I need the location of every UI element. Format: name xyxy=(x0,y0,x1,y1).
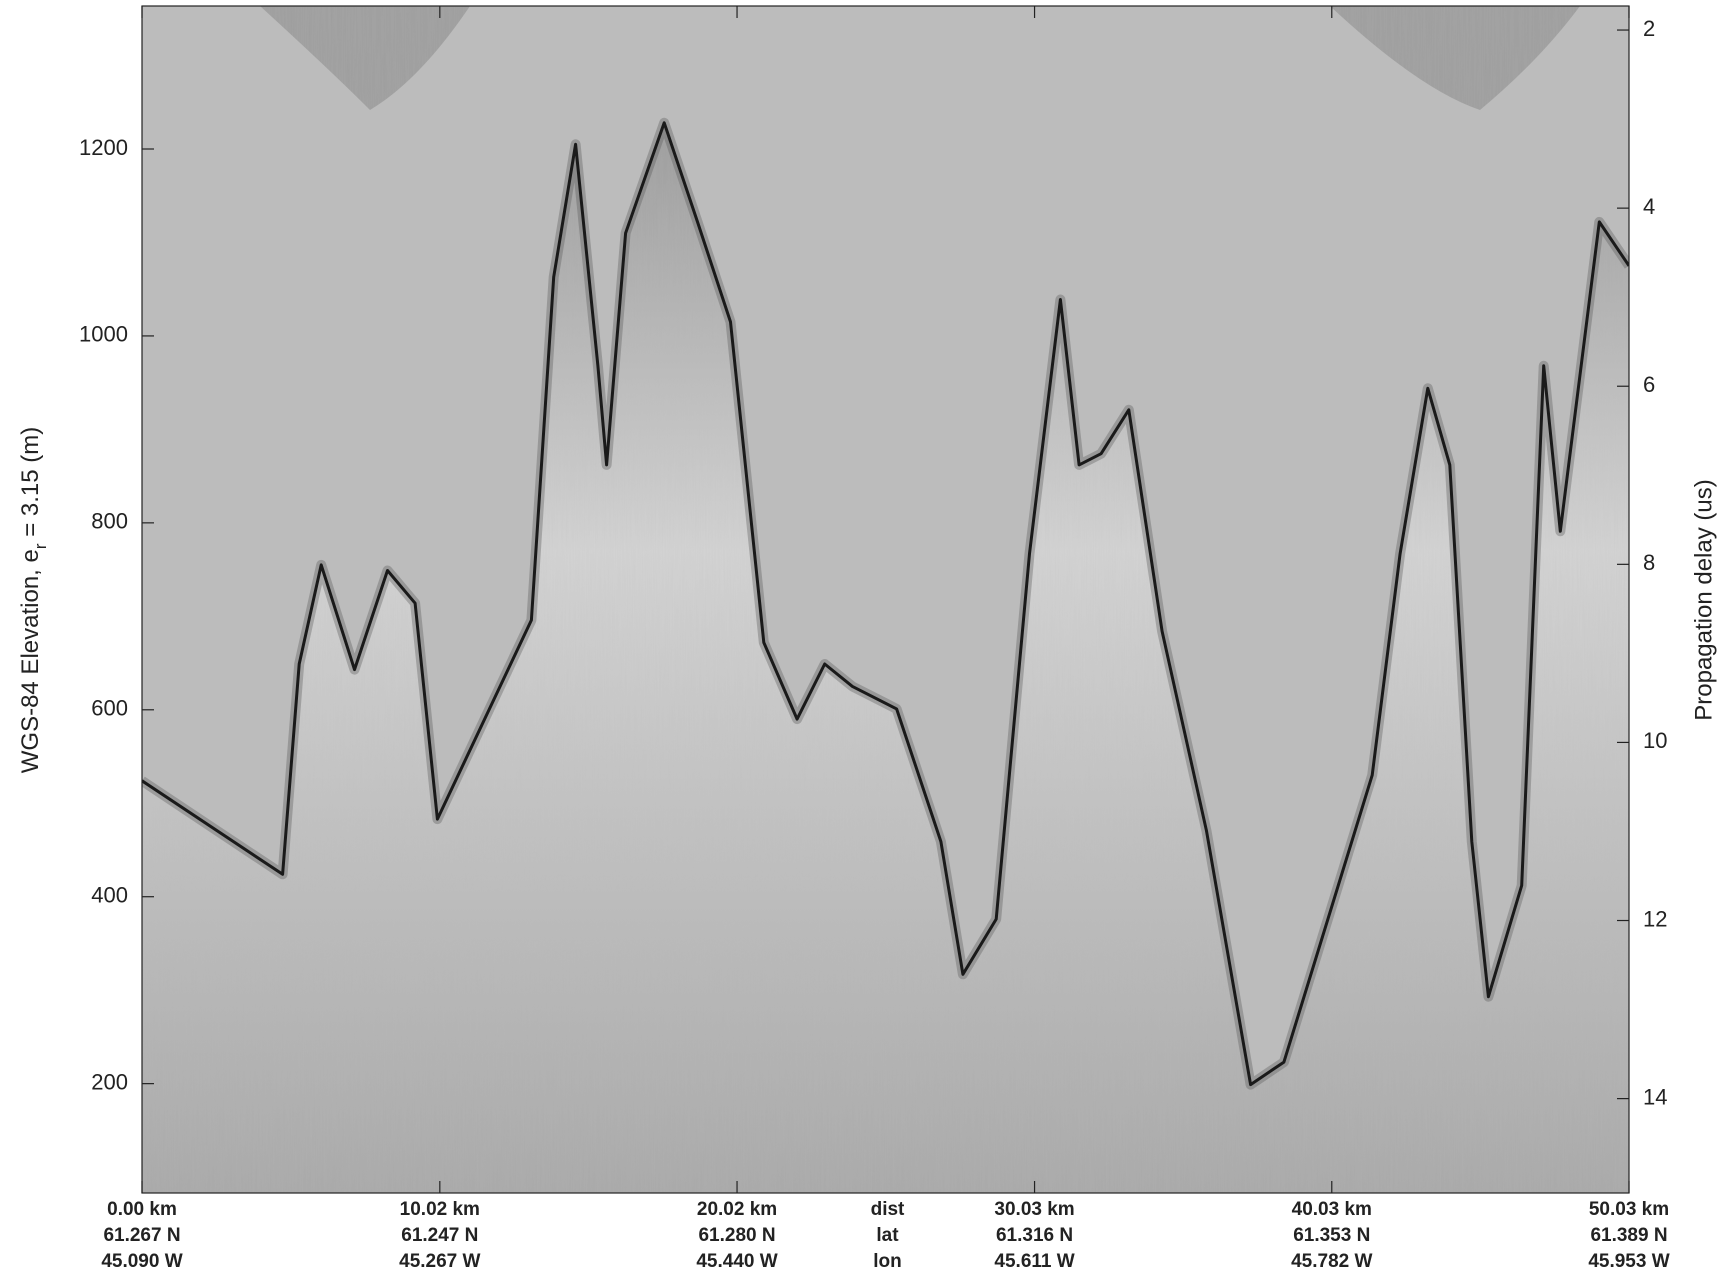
y2-tick-label: 8 xyxy=(1643,550,1655,575)
x-tick-label: 30.03 km xyxy=(994,1199,1074,1220)
y-axis-title: WGS-84 Elevation, er = 3.15 (m) xyxy=(17,427,50,774)
y2-axis-title: Propagation delay (us) xyxy=(1690,479,1717,720)
x-tick-label: 10.02 km xyxy=(400,1199,480,1220)
x-tick-label: 20.02 km xyxy=(697,1199,777,1220)
reflector xyxy=(142,121,1629,1087)
y-tick-label: 400 xyxy=(91,883,128,908)
y-axis-title-part: = 3.15 (m) xyxy=(17,427,44,544)
x-tick-label: 45.953 W xyxy=(1588,1251,1669,1272)
y-tick-label: 600 xyxy=(91,696,128,721)
y-tick-label: 800 xyxy=(91,509,128,534)
y-tick-label: 200 xyxy=(91,1069,128,1094)
x-tick-label: 45.090 W xyxy=(101,1251,182,1272)
x-tick-label: 61.353 N xyxy=(1293,1225,1370,1246)
y2-tick-label: 4 xyxy=(1643,194,1655,219)
y-tick-label: 1200 xyxy=(79,135,128,160)
echogram xyxy=(142,6,1629,1193)
y-axis-title-sub: r xyxy=(31,543,50,549)
y2-tick-label: 6 xyxy=(1643,372,1655,397)
x-tick-label: 0.00 km xyxy=(107,1199,177,1220)
x-tick-label: 61.267 N xyxy=(103,1225,180,1246)
row-label: lon xyxy=(873,1251,902,1272)
x-tick-label: 45.440 W xyxy=(696,1251,777,1272)
y-tick-label: 1000 xyxy=(79,322,128,347)
plot-frame xyxy=(141,5,1630,1194)
noise xyxy=(142,6,1629,1193)
x-tick-label: 45.611 W xyxy=(994,1251,1074,1272)
x-tick-label: 50.03 km xyxy=(1589,1199,1669,1220)
x-tick-label: 45.267 W xyxy=(399,1251,480,1272)
x-tick-label: 61.247 N xyxy=(401,1225,478,1246)
y-axis-title-part: WGS-84 Elevation, e xyxy=(17,549,44,773)
y2-tick-label: 2 xyxy=(1643,16,1655,41)
y2-tick-label: 12 xyxy=(1643,906,1667,931)
row-label: dist xyxy=(871,1199,905,1220)
y2-tick-label: 14 xyxy=(1643,1084,1667,1109)
y2-tick-label: 10 xyxy=(1643,728,1667,753)
row-label: lat xyxy=(876,1225,899,1246)
x-tick-label: 40.03 km xyxy=(1292,1199,1372,1220)
x-tick-label: 61.389 N xyxy=(1590,1225,1667,1246)
x-tick-label: 61.280 N xyxy=(698,1225,775,1246)
x-tick-label: 45.782 W xyxy=(1291,1251,1372,1272)
x-tick-label: 61.316 N xyxy=(996,1225,1073,1246)
